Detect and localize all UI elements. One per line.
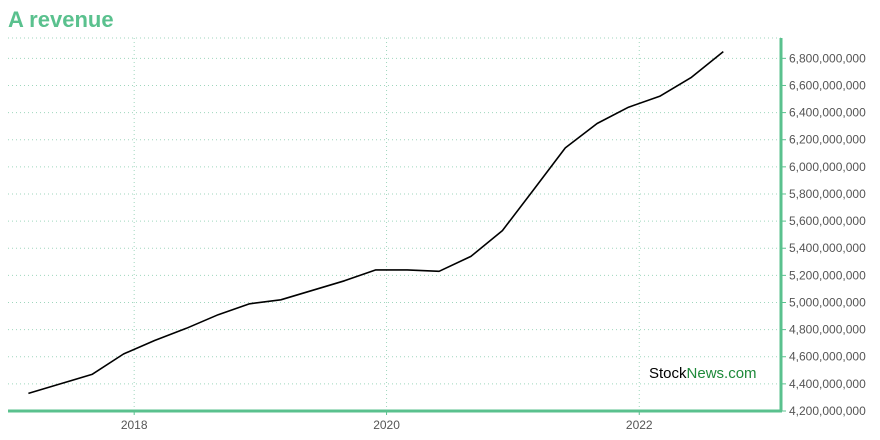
y-tick-label: 4,400,000,000 [789,377,866,391]
y-tick-label: 5,600,000,000 [789,214,866,228]
y-tick-label: 4,600,000,000 [789,350,866,364]
x-tick-label: 2020 [373,418,400,432]
tick-labels: 4,200,000,000 4,400,000,000 4,600,000,000 4… [121,51,866,432]
x-tick-label: 2018 [121,418,148,432]
y-tick-label: 5,800,000,000 [789,187,866,201]
y-tick-label: 6,800,000,000 [789,51,866,65]
y-tick-label: 6,400,000,000 [789,106,866,120]
revenue-line [28,50,724,395]
watermark-part2: News.com [686,365,757,382]
axes [8,38,786,415]
y-tick-label: 6,200,000,000 [789,133,866,147]
y-tick-label: 4,800,000,000 [789,323,866,337]
y-tick-label: 6,000,000,000 [789,160,866,174]
x-tick-label: 2022 [626,418,653,432]
chart-title: A revenue [8,7,114,32]
grid [8,37,781,412]
y-tick-label: 4,200,000,000 [789,404,866,418]
y-tick-label: 5,000,000,000 [789,295,866,309]
series [28,50,724,395]
y-tick-label: 5,200,000,000 [789,268,866,282]
y-tick-label: 5,400,000,000 [789,241,866,255]
watermark-part1: Stock [649,365,687,382]
watermark: StockNews.com [649,365,757,382]
y-tick-label: 6,600,000,000 [789,78,866,92]
